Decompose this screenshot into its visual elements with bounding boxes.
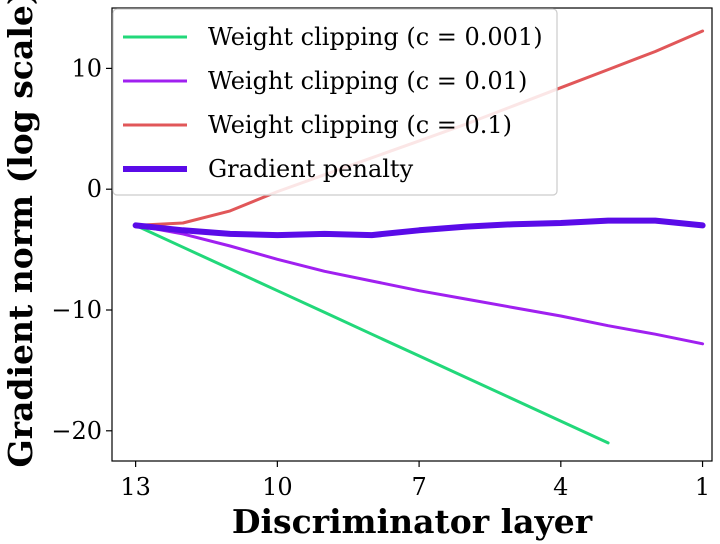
series-line-4 — [132, 217, 706, 239]
series-line-2 — [134, 223, 705, 346]
x-axis-title: Discriminator layer — [232, 502, 593, 541]
y-tick-label: −10 — [51, 296, 102, 324]
legend-box — [112, 8, 558, 196]
plot-frame — [111, 7, 713, 462]
x-tick-label: 10 — [262, 473, 293, 501]
legend: Weight clipping (c = 0.001) Weight clippi… — [112, 8, 558, 196]
axis-ticks: 13 10 7 4 1 10 0 −10 −20 — [51, 54, 710, 501]
plot-area — [111, 7, 713, 462]
x-tick-label: 4 — [553, 473, 568, 501]
x-tick-label: 13 — [120, 473, 151, 501]
legend-label: Weight clipping (c = 0.01) — [208, 67, 527, 95]
x-tick-label: 1 — [695, 473, 710, 501]
series-line-1 — [134, 223, 610, 445]
legend-label: Weight clipping (c = 0.1) — [208, 111, 512, 139]
y-tick-label: 10 — [71, 54, 102, 82]
legend-label: Weight clipping (c = 0.001) — [208, 23, 543, 51]
y-axis-title: Gradient norm (log scale) — [1, 0, 40, 468]
legend-label: Gradient penalty — [208, 155, 414, 183]
x-tick-label: 7 — [411, 473, 426, 501]
y-tick-label: −20 — [51, 417, 102, 445]
y-tick-label: 0 — [87, 175, 102, 203]
